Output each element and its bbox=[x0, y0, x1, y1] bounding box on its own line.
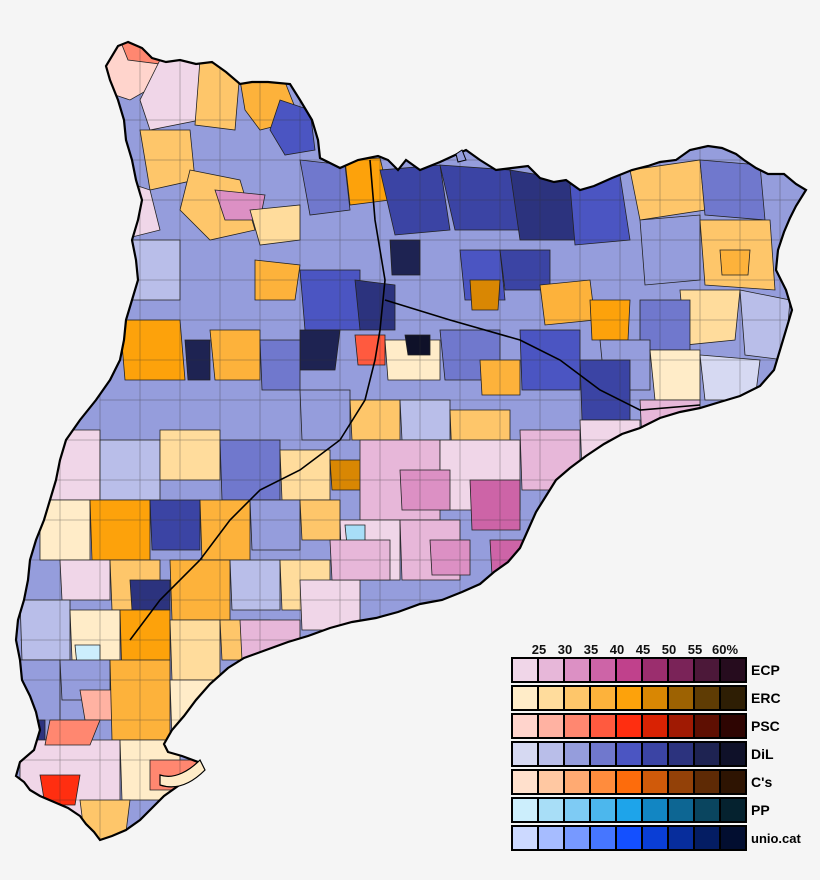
color-swatch bbox=[721, 659, 745, 681]
color-swatch bbox=[617, 715, 641, 737]
color-swatch bbox=[539, 659, 563, 681]
party-label: C's bbox=[751, 774, 773, 790]
color-swatch bbox=[565, 687, 589, 709]
color-swatch bbox=[565, 743, 589, 765]
color-swatch bbox=[591, 743, 615, 765]
party-label: unio.cat bbox=[751, 830, 801, 846]
legend-threshold: 40 bbox=[609, 642, 625, 657]
color-swatch bbox=[513, 687, 537, 709]
color-swatch bbox=[591, 715, 615, 737]
color-swatch bbox=[695, 771, 719, 793]
legend-threshold: 45 bbox=[635, 642, 651, 657]
legend-row-erc: ERC bbox=[511, 685, 781, 711]
color-swatch bbox=[617, 659, 641, 681]
color-swatch bbox=[591, 827, 615, 849]
color-scale bbox=[511, 769, 747, 795]
legend-row-ecp: ECP bbox=[511, 657, 780, 683]
color-swatch bbox=[617, 827, 641, 849]
ebro-delta bbox=[159, 758, 206, 788]
color-scale bbox=[511, 685, 747, 711]
party-label: ERC bbox=[751, 690, 781, 706]
color-swatch bbox=[695, 687, 719, 709]
color-swatch bbox=[539, 771, 563, 793]
color-swatch bbox=[695, 827, 719, 849]
color-swatch bbox=[695, 799, 719, 821]
color-swatch bbox=[669, 659, 693, 681]
color-swatch bbox=[669, 743, 693, 765]
color-swatch bbox=[643, 771, 667, 793]
legend-threshold: 60% bbox=[711, 642, 739, 657]
color-swatch bbox=[695, 743, 719, 765]
color-scale bbox=[511, 657, 747, 683]
color-swatch bbox=[539, 743, 563, 765]
color-swatch bbox=[591, 771, 615, 793]
province-borders bbox=[129, 159, 701, 641]
legend-row-psc: PSC bbox=[511, 713, 780, 739]
legend-row-pp: PP bbox=[511, 797, 770, 823]
color-swatch bbox=[513, 771, 537, 793]
color-swatch bbox=[721, 687, 745, 709]
color-swatch bbox=[565, 659, 589, 681]
legend-row-dil: DiL bbox=[511, 741, 774, 767]
color-swatch bbox=[669, 799, 693, 821]
color-swatch bbox=[513, 827, 537, 849]
color-swatch bbox=[591, 659, 615, 681]
color-swatch bbox=[539, 715, 563, 737]
color-swatch bbox=[695, 715, 719, 737]
color-swatch bbox=[513, 715, 537, 737]
color-swatch bbox=[513, 799, 537, 821]
color-scale bbox=[511, 825, 747, 851]
party-label: PSC bbox=[751, 718, 780, 734]
color-swatch bbox=[617, 799, 641, 821]
color-swatch bbox=[513, 659, 537, 681]
llivia-enclave bbox=[455, 149, 467, 163]
party-label: PP bbox=[751, 802, 770, 818]
legend-threshold: 50 bbox=[661, 642, 677, 657]
color-swatch bbox=[539, 687, 563, 709]
color-swatch bbox=[591, 799, 615, 821]
color-swatch bbox=[539, 799, 563, 821]
color-swatch bbox=[565, 771, 589, 793]
color-swatch bbox=[643, 743, 667, 765]
color-swatch bbox=[721, 799, 745, 821]
color-swatch bbox=[617, 687, 641, 709]
party-label: ECP bbox=[751, 662, 780, 678]
color-swatch bbox=[721, 743, 745, 765]
color-scale bbox=[511, 797, 747, 823]
color-swatch bbox=[565, 827, 589, 849]
color-swatch bbox=[695, 659, 719, 681]
legend-threshold: 25 bbox=[531, 642, 547, 657]
legend-threshold: 55 bbox=[687, 642, 703, 657]
color-scale bbox=[511, 713, 747, 739]
color-swatch bbox=[643, 827, 667, 849]
color-swatch bbox=[643, 715, 667, 737]
color-swatch bbox=[669, 687, 693, 709]
color-swatch bbox=[643, 659, 667, 681]
color-swatch bbox=[591, 687, 615, 709]
color-swatch bbox=[513, 743, 537, 765]
legend-thresholds: 25 30 35 40 45 50 55 60% bbox=[511, 642, 751, 658]
color-swatch bbox=[617, 743, 641, 765]
color-swatch bbox=[539, 827, 563, 849]
color-swatch bbox=[565, 799, 589, 821]
color-swatch bbox=[643, 687, 667, 709]
color-swatch bbox=[721, 715, 745, 737]
legend-threshold: 35 bbox=[583, 642, 599, 657]
legend-row-cs: C's bbox=[511, 769, 772, 795]
color-scale bbox=[511, 741, 747, 767]
legend-threshold: 30 bbox=[557, 642, 573, 657]
legend-row-uniocat: unio.cat bbox=[511, 825, 801, 851]
color-swatch bbox=[721, 827, 745, 849]
color-swatch bbox=[617, 771, 641, 793]
color-swatch bbox=[565, 715, 589, 737]
party-label: DiL bbox=[751, 746, 774, 762]
color-swatch bbox=[643, 799, 667, 821]
color-swatch bbox=[669, 771, 693, 793]
color-swatch bbox=[721, 771, 745, 793]
color-swatch bbox=[669, 715, 693, 737]
color-swatch bbox=[669, 827, 693, 849]
